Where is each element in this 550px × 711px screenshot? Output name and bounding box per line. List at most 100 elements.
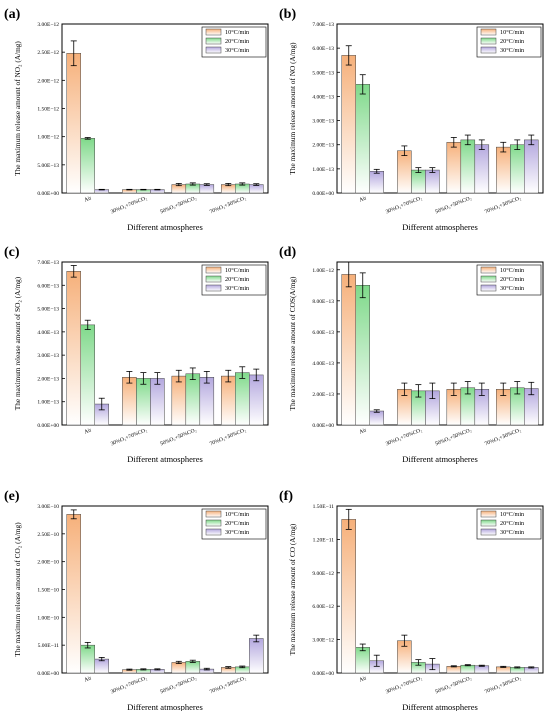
y-tick-label: 3.00E−13 [37,353,59,359]
legend-swatch [480,519,497,527]
plot-frame [336,505,544,674]
plot-frame [336,261,544,426]
bar [397,150,412,194]
bar [221,375,236,426]
bar [355,647,370,674]
bar [425,169,440,194]
y-tick-label: 5.00E−11 [38,643,60,649]
y-tick-label: 5.00E−13 [37,163,59,169]
bar [524,139,539,194]
bar [496,146,511,194]
y-tick-label: 1.00E−13 [37,400,59,406]
y-tick-label: 7.00E−13 [312,22,334,28]
category-label: 70%O₂+30%CO₂ [209,195,247,215]
y-tick-label: 1.50E−12 [37,107,59,113]
legend-label: 20°C/min [500,276,524,283]
category-label: Air [358,427,367,435]
y-tick-label: 6.00E−13 [37,283,59,289]
y-tick-label: 2.50E−12 [37,50,59,56]
x-axis-label: Different atmospheres [127,454,203,464]
y-tick-label: 8.00E−13 [312,299,334,305]
category-label: Air [358,675,367,683]
y-axis-label: The maximum release amount of SO₂ (A/mg) [13,276,22,410]
legend-swatch [480,266,497,274]
bar [355,84,370,194]
y-tick-label: 0.00E+00 [37,191,59,197]
panel-label: (f) [279,489,293,504]
legend-label: 20°C/min [225,38,249,45]
y-tick-label: 0.00E+00 [312,191,334,197]
y-tick-label: 1.00E−13 [312,167,334,173]
plot-frame [61,261,269,426]
x-axis-label: Different atmospheres [402,454,478,464]
legend-label: 30°C/min [225,285,249,292]
y-axis-label: The maximum release amount of NO₂ (A/mg) [13,41,22,176]
bar [249,638,264,674]
legend-label: 10°C/min [500,267,524,274]
bar [510,144,525,194]
chart-panel-3: (c) 0.00E+00 1.00E−13 2.00E−13 3.00E−13 4.00E… [4,245,269,464]
panel-label: (b) [279,7,296,22]
legend-swatch [205,266,222,274]
bar [66,271,81,426]
plot-frame [336,23,544,194]
y-tick-label: 0.00E+00 [312,423,334,429]
category-label: 70%O₂+30%CO₂ [484,675,522,695]
category-label: 50%O₂+50%CO₂ [434,195,472,215]
y-tick-label: 9.00E−12 [312,571,334,577]
legend-swatch [480,37,497,45]
category-label: 30%O₂+70%CO₂ [385,427,423,447]
y-tick-label: 1.00E−10 [37,615,59,621]
legend-label: 10°C/min [500,29,524,36]
legend-swatch [480,284,497,292]
y-tick-label: 2.00E−12 [37,78,59,84]
bar [355,285,370,426]
bar [199,184,215,194]
legend-swatch [205,510,222,518]
y-axis-label: The maximum release amount of NO (A/mg) [288,42,297,175]
legend-label: 30°C/min [225,47,249,54]
bar [66,514,81,674]
legend-swatch [480,46,497,54]
x-axis-label: Different atmospheres [402,222,478,232]
legend-label: 20°C/min [225,276,249,283]
category-label: 50%O₂+50%CO₂ [159,675,197,695]
bar [171,662,187,674]
legend-label: 30°C/min [500,529,524,536]
category-label: 70%O₂+30%CO₂ [484,195,522,215]
panel-label: (a) [4,7,21,22]
bar [185,661,201,674]
bar [460,664,476,674]
category-label: 30%O₂+70%CO₂ [110,427,148,447]
bar [80,644,95,674]
category-label: 30%O₂+70%CO₂ [385,195,423,215]
panel-label: (d) [279,245,296,260]
bar [136,378,151,426]
panel-label: (c) [4,245,20,260]
y-tick-label: 1.50E−11 [313,504,335,510]
legend-label: 30°C/min [225,529,249,536]
y-tick-label: 0.00E+00 [312,671,334,677]
bar [474,665,490,674]
legend-swatch [205,275,222,283]
y-tick-label: 4.00E−13 [37,330,59,336]
bar [122,377,137,426]
y-tick-label: 1.00E−12 [312,268,334,274]
bar [474,144,490,194]
y-tick-label: 3.00E−10 [37,504,59,510]
bar [249,374,264,426]
legend-swatch [205,28,222,36]
chart-panel-1: (a) 0.00E+00 5.00E−13 1.00E−12 1.50E−12 2.00E… [4,7,269,232]
bar [369,410,384,426]
bar [341,55,356,194]
category-label: 50%O₂+50%CO₂ [434,427,472,447]
category-label: Air [83,195,92,203]
category-label: 70%O₂+30%CO₂ [209,675,247,695]
legend-swatch [480,275,497,283]
bar [411,169,426,194]
chart-panel-6: (f) 0.00E+00 3.00E−12 6.00E−12 9.00E−12 1.20E… [279,489,544,711]
y-tick-label: 4.00E−13 [312,94,334,100]
chart-panel-4: (d) 0.00E+00 2.00E−13 4.00E−13 6.00E−13 8.00E… [279,245,544,464]
y-tick-label: 3.00E−13 [312,119,334,125]
